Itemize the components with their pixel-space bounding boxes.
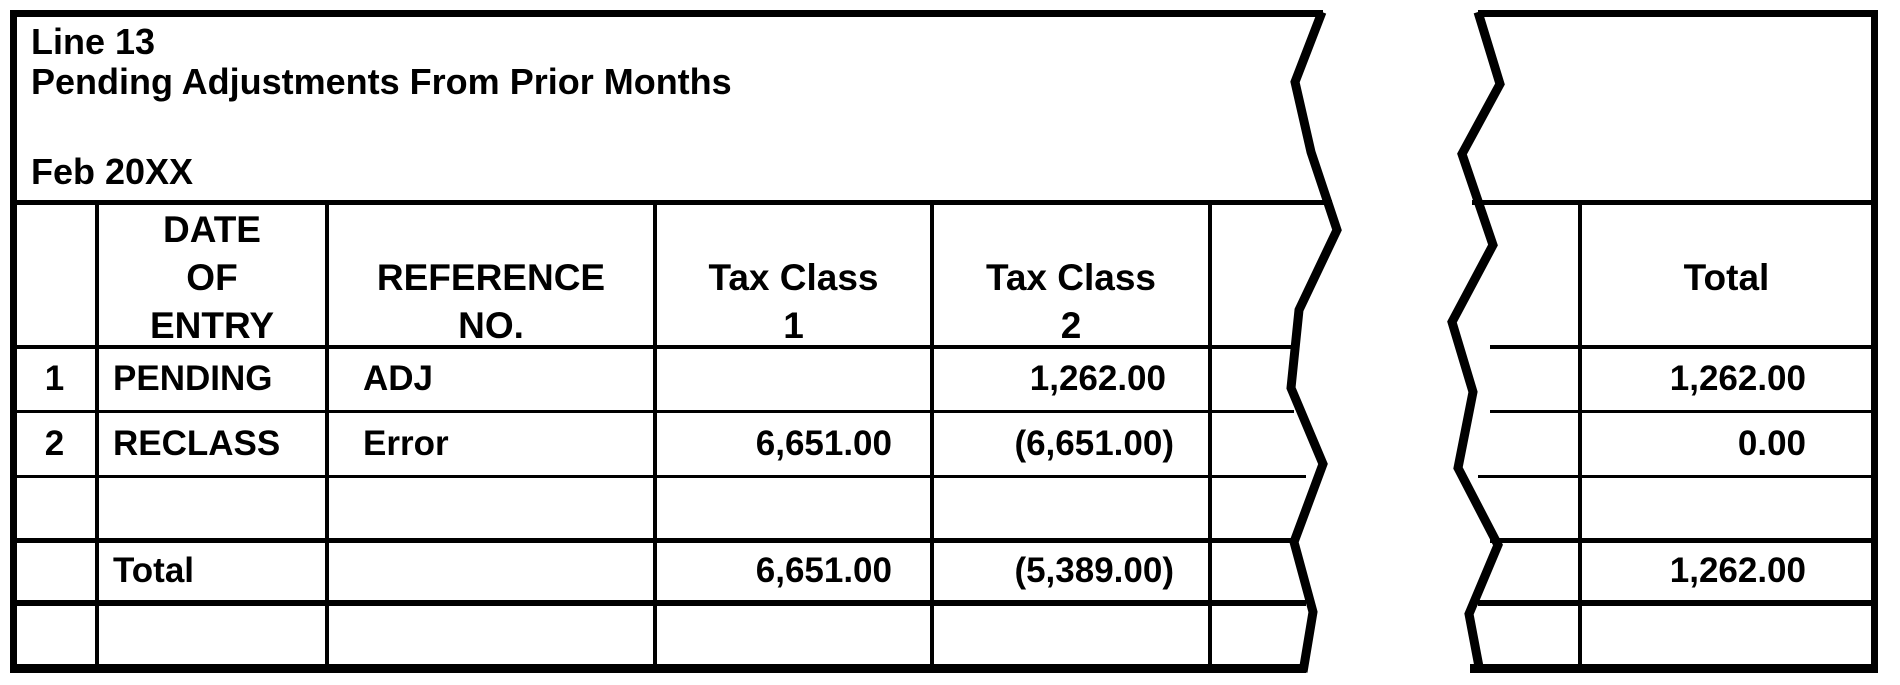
- right-table-right-border: [1871, 10, 1878, 673]
- left-table-torn-edge: [1286, 10, 1342, 673]
- header-line: OF: [186, 257, 238, 298]
- header-line: DATE: [163, 209, 261, 250]
- left-table-bottom-border: [10, 664, 1306, 673]
- cell-totalrow-label: Total: [113, 551, 195, 590]
- column-header-tax-class-2: Tax Class 2: [934, 254, 1208, 350]
- right-header-bottom-rule: [1490, 345, 1871, 349]
- header-line: REFERENCE: [376, 257, 606, 298]
- cell-totalrow-total: 1,262.00: [1669, 551, 1806, 590]
- cell-row2-number: 2: [44, 423, 65, 463]
- header-line: NO.: [458, 305, 524, 346]
- cell-row2-taxclass2: (6,651.00): [1014, 423, 1174, 463]
- cell-row2-reference: Error: [363, 423, 449, 463]
- cell-totalrow-taxclass1: 6,651.00: [755, 551, 892, 590]
- row-rule: [10, 475, 1306, 478]
- right-col-divider: [1578, 202, 1582, 664]
- left-table-left-border: [10, 10, 17, 673]
- right-table-top-border: [1478, 10, 1878, 17]
- left-table-top-border: [10, 10, 1323, 17]
- page-title: Pending Adjustments From Prior Months: [31, 61, 732, 102]
- right-table-torn-edge: [1447, 10, 1505, 673]
- col-divider-taxclass2: [1208, 202, 1212, 664]
- period-label: Feb 20XX: [31, 151, 194, 192]
- total-row-rule: [10, 600, 1306, 606]
- cell-row1-date: PENDING: [113, 358, 273, 398]
- right-row-rule: [1490, 410, 1871, 413]
- header-line: 1: [783, 305, 804, 346]
- line-number-label: Line 13: [31, 21, 156, 62]
- cell-row2-total: 0.00: [1737, 423, 1806, 463]
- column-header-date-of-entry: DATE OF ENTRY: [99, 206, 325, 350]
- col-divider-rownum: [95, 202, 99, 664]
- column-header-tax-class-1: Tax Class 1: [657, 254, 930, 350]
- row-rule: [10, 410, 1294, 413]
- header-line: 2: [1060, 305, 1082, 346]
- cell-row1-number: 1: [44, 358, 65, 398]
- cell-totalrow-taxclass2: (5,389.00): [1014, 551, 1174, 590]
- right-row-rule: [1490, 538, 1871, 543]
- header-line: ENTRY: [149, 305, 275, 346]
- cell-row1-taxclass2: 1,262.00: [1029, 358, 1166, 398]
- col-divider-taxclass1: [930, 202, 934, 664]
- col-divider-date: [325, 202, 329, 664]
- cell-row2-taxclass1: 6,651.00: [755, 423, 892, 463]
- header-line: Tax Class: [985, 257, 1157, 298]
- right-table-bottom-border: [1470, 664, 1878, 673]
- right-header-top-rule: [1472, 200, 1878, 205]
- right-row-rule: [1478, 475, 1871, 478]
- cell-row2-date: RECLASS: [113, 423, 281, 463]
- header-top-rule: [10, 200, 1332, 205]
- header-line: Tax Class: [708, 257, 879, 298]
- cell-row1-total: 1,262.00: [1669, 358, 1806, 398]
- column-header-reference-no: REFERENCE NO.: [329, 254, 653, 350]
- cell-row1-reference: ADJ: [363, 358, 434, 398]
- col-divider-reference: [653, 202, 657, 664]
- right-total-row-rule: [1478, 600, 1871, 606]
- column-header-total: Total: [1683, 257, 1770, 298]
